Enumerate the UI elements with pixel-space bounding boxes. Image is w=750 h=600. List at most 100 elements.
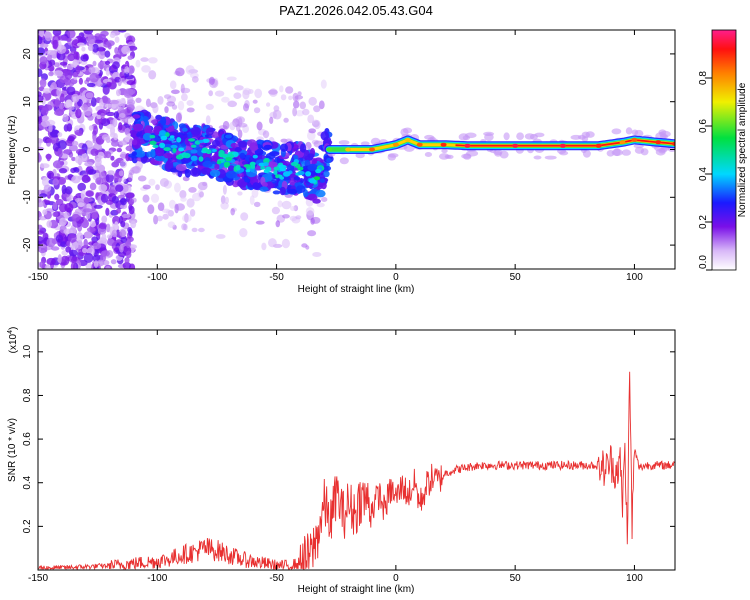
heatmap-cell: [199, 191, 204, 198]
heatmap-cell: [65, 37, 72, 42]
heatmap-cell: [424, 152, 432, 157]
heatmap-cell: [582, 149, 591, 158]
heatmap-cell: [49, 129, 60, 138]
heatmap-cell: [60, 255, 70, 266]
heatmap-cell: [109, 32, 116, 38]
heatmap-cell: [119, 77, 127, 84]
heatmap-cell: [228, 100, 236, 106]
heatmap-cell: [118, 140, 128, 146]
heatmap-cell: [169, 80, 177, 90]
ridge-point: [595, 143, 602, 148]
heatmap-cell: [58, 168, 68, 174]
heatmap-cell: [87, 34, 96, 45]
heatmap-cell: [46, 138, 53, 144]
heatmap-cell: [46, 50, 56, 55]
heatmap-cell: [286, 188, 298, 194]
heatmap-cell: [156, 215, 163, 222]
y-tick-label: 0.4: [22, 475, 33, 489]
heatmap-cell: [516, 132, 524, 140]
heatmap-cell: [175, 163, 187, 172]
y-tick-label: -20: [22, 237, 33, 252]
heatmap-cell: [190, 126, 201, 136]
heatmap-cell: [77, 182, 86, 192]
heatmap-cell: [105, 207, 110, 216]
colorbar-label: Normalized spectral amplitude: [737, 82, 748, 217]
heatmap-cell: [40, 107, 49, 116]
heatmap-cell: [230, 208, 235, 216]
heatmap-cell: [65, 99, 73, 108]
heatmap-cell: [163, 147, 171, 152]
heatmap-cell: [93, 204, 103, 209]
heatmap-cell: [208, 76, 215, 85]
y-tick-label: 0.2: [22, 519, 33, 533]
heatmap-cell: [272, 190, 281, 195]
heatmap-cell: [81, 174, 91, 184]
heatmap-cell: [52, 160, 63, 169]
heatmap-cell: [611, 128, 622, 135]
heatmap-cell: [155, 184, 160, 191]
heatmap-cell: [262, 130, 270, 139]
heatmap-cell: [167, 221, 176, 228]
heatmap-cell: [46, 257, 56, 266]
heatmap-cell: [149, 134, 156, 139]
heatmap-cell: [313, 119, 321, 130]
heatmap-cell: [290, 161, 298, 167]
x-tick-label: -150: [28, 272, 48, 283]
heatmap-cell: [89, 220, 97, 228]
heatmap-cell: [268, 89, 278, 95]
heatmap-cell: [80, 95, 86, 101]
heatmap-cell: [235, 164, 241, 171]
heatmap-cell: [65, 246, 72, 253]
heatmap-cell: [113, 172, 120, 181]
heatmap-cell: [220, 195, 226, 205]
heatmap-cell: [187, 131, 193, 139]
heatmap-cell: [131, 197, 137, 203]
heatmap-cell: [198, 139, 204, 144]
heatmap-cell: [188, 138, 196, 142]
snr-y-ticks: 0.2 0.4 0.6 0.8 1.0: [22, 344, 675, 533]
heatmap-cell: [169, 199, 176, 209]
ridge-point: [416, 142, 423, 147]
heatmap-cell: [262, 181, 268, 188]
heatmap-cell: [106, 124, 116, 129]
heatmap-cell: [165, 160, 174, 170]
heatmap-cell: [153, 214, 159, 225]
x-tick-label: -100: [147, 573, 167, 584]
heatmap-cell: [191, 76, 199, 83]
heatmap-cell: [85, 92, 94, 99]
heatmap-cell: [83, 252, 94, 263]
svg-text:(x104): (x104): [7, 327, 19, 354]
heatmap-cell: [104, 103, 114, 108]
heatmap-cell: [120, 220, 126, 228]
heatmap-cell: [164, 132, 170, 138]
heatmap-cell: [52, 202, 58, 210]
heatmap-cell: [89, 72, 99, 83]
heatmap-cell: [96, 259, 105, 267]
heatmap-cell: [57, 147, 63, 158]
heatmap-cell: [81, 104, 89, 111]
heatmap-cell: [127, 55, 133, 60]
heatmap-cell: [148, 178, 156, 186]
heatmap-cell: [72, 241, 79, 250]
heatmap-cell: [113, 133, 118, 141]
ridge-point: [369, 147, 375, 152]
heatmap-cell: [86, 227, 96, 233]
heatmap-cell: [56, 87, 62, 97]
heatmap-cell: [184, 168, 191, 178]
heatmap-cell: [299, 101, 306, 110]
heatmap-cell: [107, 170, 115, 176]
heatmap-cell: [295, 215, 302, 220]
heatmap-cell: [109, 99, 119, 105]
heatmap-cell: [246, 149, 253, 157]
heatmap-cell: [116, 147, 123, 153]
heatmap-cell: [41, 177, 50, 187]
heatmap-cell: [175, 67, 185, 77]
heatmap-cell: [252, 99, 258, 104]
heatmap-cell: [186, 107, 195, 113]
heatmap-cell: [93, 39, 103, 44]
heatmap-cell: [190, 167, 201, 177]
spectrogram-x-ticks: -150 -100 -50 0 50 100: [28, 30, 643, 283]
heatmap-cell: [308, 96, 318, 106]
heatmap-cell: [98, 222, 107, 230]
heatmap-cell: [113, 159, 120, 165]
